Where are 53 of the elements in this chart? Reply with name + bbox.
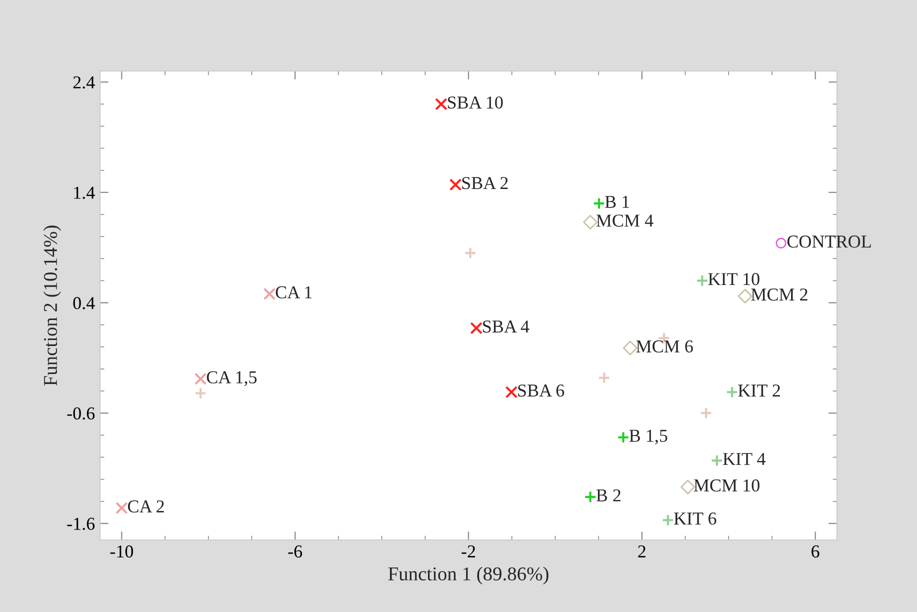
point xyxy=(662,514,674,526)
point xyxy=(592,197,606,210)
y-tick-label: -0.6 xyxy=(67,407,95,420)
y-tick-label: 2.4 xyxy=(73,76,95,89)
annotation: CA 1,5 xyxy=(206,371,257,386)
x-tick-label: 6 xyxy=(812,545,820,558)
annotation: KIT 4 xyxy=(722,453,766,465)
point xyxy=(464,246,476,260)
point xyxy=(617,431,630,444)
point xyxy=(726,386,738,398)
x-tick-label: -10 xyxy=(110,545,134,558)
point xyxy=(263,288,276,300)
y-tick-label: 1.4 xyxy=(74,186,95,199)
annotation: SBA 2 xyxy=(462,177,508,190)
point xyxy=(696,274,708,287)
point xyxy=(776,238,786,249)
point xyxy=(584,490,597,504)
annotation: CA 1 xyxy=(276,286,312,298)
annotation: KIT 10 xyxy=(708,273,760,286)
annotation: B 2 xyxy=(596,489,620,502)
point xyxy=(680,480,696,494)
point xyxy=(115,502,128,514)
x-tick-label: 2 xyxy=(638,545,646,558)
annotation: MCM 6 xyxy=(636,340,693,353)
annotation: SBA 4 xyxy=(483,320,530,333)
point xyxy=(710,454,724,467)
y-tick-label: 0.4 xyxy=(73,297,95,310)
point xyxy=(738,288,752,304)
point xyxy=(622,340,638,356)
point xyxy=(598,372,610,384)
x-tick-label: -2 xyxy=(462,545,476,558)
x-axis-title: Function 1 (89.86%) xyxy=(388,566,548,584)
annotation: CA 2 xyxy=(128,500,164,513)
annotation: B 1 xyxy=(605,196,630,208)
point xyxy=(434,98,448,110)
point xyxy=(470,322,482,334)
x-tick-label: -6 xyxy=(288,545,302,558)
point xyxy=(700,406,712,420)
point xyxy=(194,387,207,400)
annotation: KIT 2 xyxy=(738,384,780,396)
point xyxy=(194,372,207,386)
annotation: SBA 10 xyxy=(448,96,503,109)
annotation: MCM 2 xyxy=(751,288,808,301)
y-axis-title: Function 2 (10.14%) xyxy=(43,226,61,386)
y-tick-label: -1.6 xyxy=(67,518,95,530)
point xyxy=(505,386,518,398)
point xyxy=(449,178,462,191)
annotation: B 1,5 xyxy=(629,430,668,444)
annotation: MCM 4 xyxy=(596,214,654,227)
annotation: CONTROL xyxy=(787,236,871,248)
annotation: SBA 6 xyxy=(518,384,564,397)
annotation: MCM 10 xyxy=(694,479,760,492)
annotation: KIT 6 xyxy=(674,512,716,525)
